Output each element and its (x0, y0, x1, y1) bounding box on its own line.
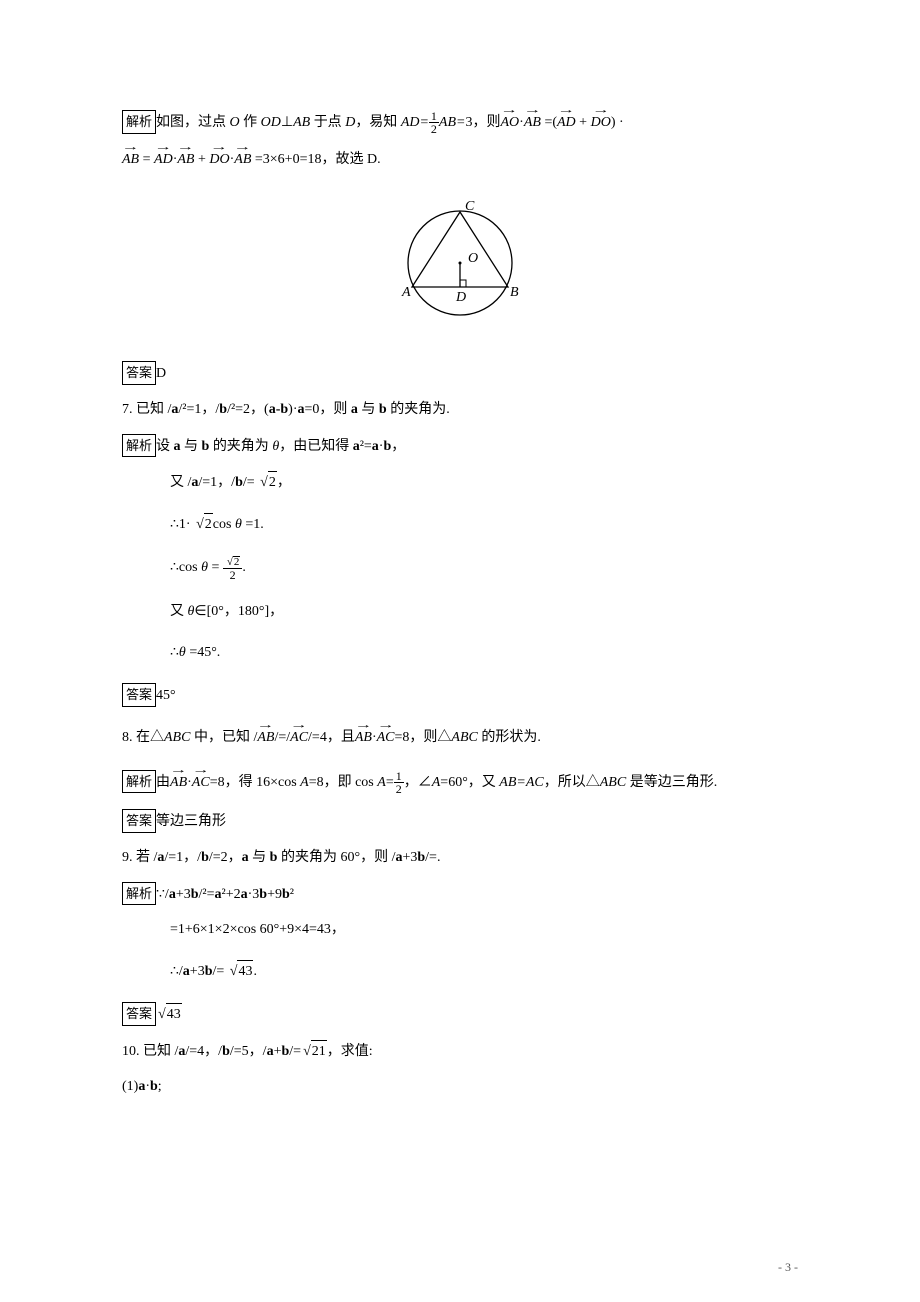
svg-text:B: B (510, 285, 519, 300)
answer-7: 答案45° (122, 683, 798, 707)
svg-text:O: O (468, 251, 478, 266)
solution-8: 解析由AB·AC=8，得 16×cos A=8，即 cos A=12，∠A=60… (122, 770, 798, 795)
solution-7-intro: 解析设 a 与 b 的夹角为 θ，由已知得 a²=a·b， (122, 434, 798, 458)
question-8: 8. 在△ABC 中，已知 /AB/=/AC/=4，且AB·AC=8，则△ABC… (122, 727, 798, 748)
question-10: 10. 已知 /a/=4，/b/=5，/a+b/=21，求值: (122, 1040, 798, 1062)
solution-7-line-5: ∴θ =45°. (122, 642, 798, 663)
svg-text:D: D (455, 290, 466, 305)
solution-7-line-1: 又 /a/=1，/b/= 2， (122, 471, 798, 493)
solution-7-line-4: 又 θ∈[0°，180°]， (122, 601, 798, 622)
answer-9: 答案43 (122, 1002, 798, 1026)
solution-1-line-1: 解析如图，过点 O 作 OD⊥AB 于点 D，易知 AD=12AB=3，则AO·… (122, 110, 798, 135)
solution-7-line-2: ∴1· 2cos θ =1. (122, 513, 798, 535)
question-10-part-1: (1)a·b; (122, 1076, 798, 1097)
solution-9-line-1: =1+6×1×2×cos 60°+9×4=43， (122, 919, 798, 940)
question-9: 9. 若 /a/=1，/b/=2，a 与 b 的夹角为 60°，则 /a+3b/… (122, 847, 798, 868)
solution-9-intro: 解析∵/a+3b/²=a²+2a·3b+9b² (122, 882, 798, 906)
question-7: 7. 已知 /a/²=1，/b/²=2，(a-b)·a=0，则 a 与 b 的夹… (122, 399, 798, 420)
solution-7-line-3: ∴cos θ = 22. (122, 555, 798, 581)
answer-d: 答案D (122, 361, 798, 385)
solution-1-line-2: AB = AD·AB + DO·AB =3×6+0=18，故选 D. (122, 149, 798, 170)
solution-9-line-2: ∴/a+3b/= 43. (122, 960, 798, 982)
page-number: - 3 - (778, 1258, 798, 1276)
fraction-half: 12 (429, 110, 439, 135)
circle-triangle-diagram: A B C D O (122, 188, 798, 335)
svg-text:A: A (401, 285, 411, 300)
analysis-label: 解析 (122, 110, 156, 134)
svg-text:C: C (465, 199, 475, 214)
answer-8: 答案等边三角形 (122, 809, 798, 833)
